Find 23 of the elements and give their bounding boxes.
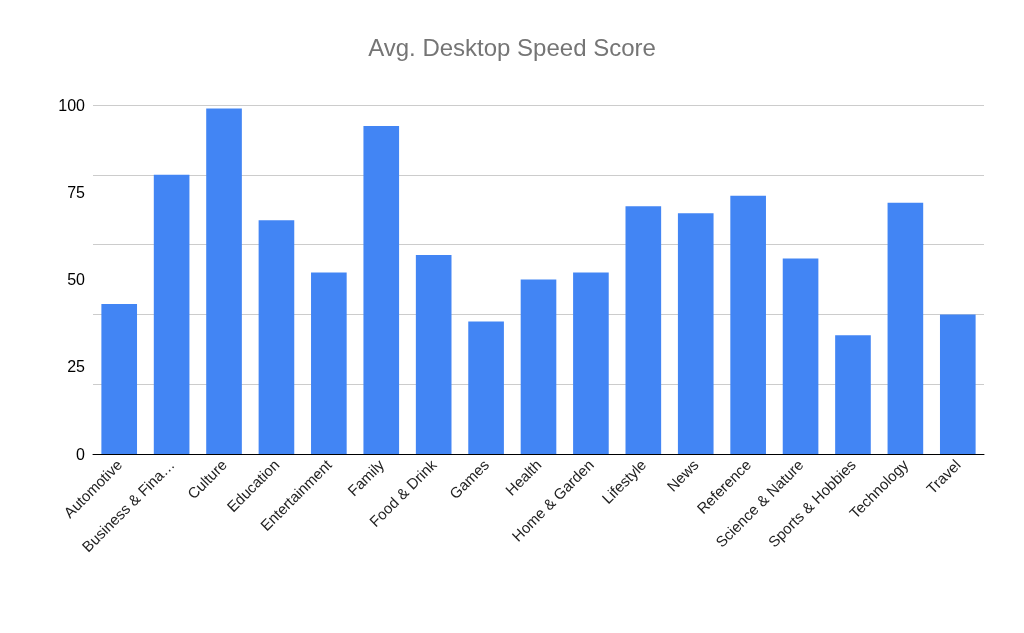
bar xyxy=(677,213,714,454)
bar xyxy=(468,321,504,454)
chart-title: Avg. Desktop Speed Score xyxy=(368,33,656,61)
y-tick-label: 75 xyxy=(67,183,86,201)
bar xyxy=(939,314,976,454)
bar xyxy=(101,303,138,454)
bar xyxy=(415,255,452,454)
bar xyxy=(573,272,609,454)
bar xyxy=(625,206,662,454)
y-tick-label: 0 xyxy=(76,445,86,463)
bar xyxy=(782,258,819,454)
y-tick-label: 50 xyxy=(67,271,86,288)
bar xyxy=(258,220,295,454)
bar xyxy=(363,125,400,454)
bar xyxy=(206,108,242,454)
bar xyxy=(835,335,871,454)
bar xyxy=(730,195,766,454)
bar xyxy=(887,202,924,454)
y-tick-label: 100 xyxy=(58,96,86,114)
bar xyxy=(311,272,347,454)
y-tick-label: 25 xyxy=(67,358,86,376)
bar xyxy=(153,174,190,454)
bar xyxy=(520,279,557,454)
